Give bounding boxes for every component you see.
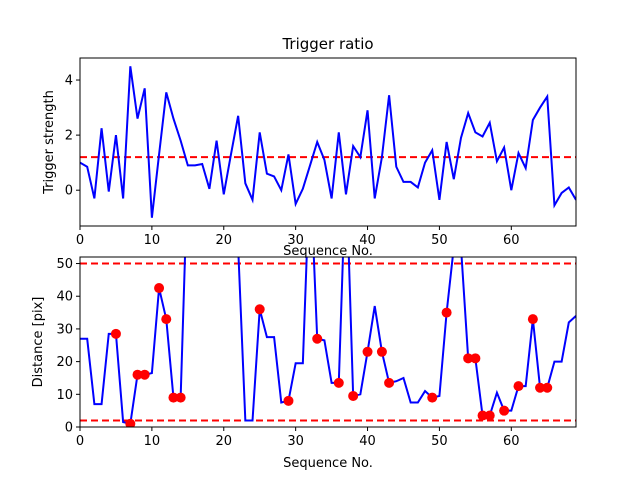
- marker-point: [110, 328, 121, 339]
- marker-point: [477, 410, 488, 421]
- top-series-line: [80, 66, 576, 218]
- top-y-axis-label: Trigger strength: [42, 90, 57, 195]
- x-tick-label: 20: [215, 434, 232, 449]
- y-tick-label: 0: [65, 184, 73, 199]
- bottom-x-axis-label: Sequence No.: [283, 456, 373, 471]
- marker-point: [348, 390, 359, 401]
- x-tick-label: 50: [431, 434, 448, 449]
- marker-point: [154, 283, 165, 294]
- bottom-axes-frame: [79, 256, 577, 428]
- bottom-axes: 0 10 20 30 40 50 60 0 10 20 30 40 50: [56, 256, 577, 449]
- marker-point: [463, 353, 474, 364]
- bottom-y-axis-label: Distance [pix]: [31, 297, 46, 388]
- x-tick-label: 30: [287, 434, 304, 449]
- top-axes-frame: [79, 57, 577, 227]
- x-tick-label: 50: [431, 233, 448, 248]
- y-tick-label: 50: [56, 257, 73, 272]
- marker-point: [470, 353, 481, 364]
- marker-point: [513, 381, 524, 392]
- marker-point: [542, 382, 553, 393]
- marker-point: [484, 410, 495, 421]
- chart-title: Trigger ratio: [281, 35, 373, 53]
- x-tick-label: 40: [359, 434, 376, 449]
- marker-point: [161, 314, 172, 325]
- marker-point: [527, 314, 538, 325]
- marker-point: [283, 395, 294, 406]
- marker-point: [441, 307, 452, 318]
- x-tick-label: 10: [144, 233, 161, 248]
- top-axes: 0 10 20 30 40 50 60 0 2 4: [65, 57, 577, 248]
- x-tick-label: 0: [76, 434, 84, 449]
- marker-point: [139, 369, 150, 380]
- x-tick-label: 60: [503, 434, 520, 449]
- y-tick-label: 40: [56, 290, 73, 305]
- marker-point: [499, 405, 510, 416]
- x-tick-label: 0: [76, 233, 84, 248]
- bottom-series-line: [80, 257, 576, 425]
- y-tick-label: 2: [65, 129, 73, 144]
- x-tick-label: 10: [144, 434, 161, 449]
- y-tick-label: 0: [65, 421, 73, 436]
- y-tick-label: 20: [56, 355, 73, 370]
- marker-point: [384, 377, 395, 388]
- marker-point: [427, 392, 438, 403]
- y-tick-label: 30: [56, 322, 73, 337]
- x-tick-label: 30: [287, 233, 304, 248]
- y-tick-label: 4: [65, 74, 73, 89]
- x-tick-label: 20: [215, 233, 232, 248]
- marker-point: [132, 369, 143, 380]
- marker-point: [312, 333, 323, 344]
- y-tick-label: 10: [56, 388, 73, 403]
- marker-point: [376, 346, 387, 357]
- x-tick-label: 40: [359, 233, 376, 248]
- marker-point: [362, 346, 373, 357]
- marker-point: [175, 392, 186, 403]
- top-x-axis-label: Sequence No.: [283, 244, 373, 259]
- x-tick-label: 60: [503, 233, 520, 248]
- marker-point: [254, 304, 265, 315]
- marker-point: [168, 392, 179, 403]
- marker-point: [535, 382, 546, 393]
- marker-point: [333, 377, 344, 388]
- marker-point: [125, 418, 136, 427]
